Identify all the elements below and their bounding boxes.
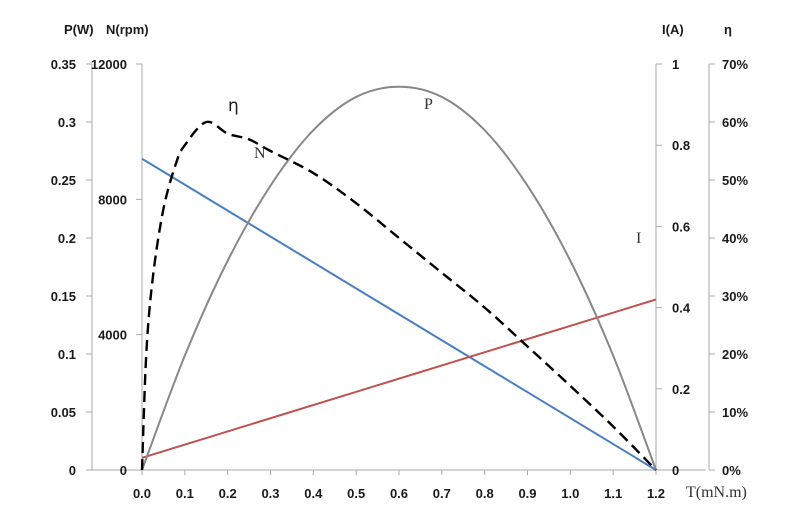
efficiency-axis-title: η (724, 22, 732, 37)
efficiency-tick-label: 40% (722, 231, 748, 246)
speed-axis-title: N(rpm) (106, 22, 149, 37)
power-axis-title: P(W) (64, 22, 94, 37)
current-tick-label: 1 (672, 57, 679, 72)
x-tick-label: 0.0 (133, 486, 151, 501)
power-tick-label: 0.1 (58, 347, 76, 362)
x-tick-label: 1.1 (604, 486, 622, 501)
power-line (141, 85, 657, 471)
power-tick-label: 0.3 (58, 115, 76, 130)
efficiency-tick-label: 10% (722, 405, 748, 420)
x-tick-label: 0.4 (304, 486, 323, 501)
power-tick-label: 0.25 (51, 173, 76, 188)
efficiency-tick-label: 50% (722, 173, 748, 188)
x-tick-label: 0.2 (219, 486, 237, 501)
efficiency-series-label: η (228, 96, 239, 116)
power-series-label: P (424, 96, 433, 113)
labels-layer: P(W) N(rpm) I(A) η T(mN.m) η N P I (64, 22, 747, 501)
series-layer (140, 85, 657, 471)
power-tick-label: 0.35 (51, 57, 76, 72)
current-tick-label: 0 (672, 463, 679, 478)
current-tick-label: 0.2 (672, 382, 690, 397)
speed-tick-label: 8000 (98, 192, 127, 207)
x-tick-label: 0.6 (390, 486, 408, 501)
efficiency-line (140, 120, 657, 471)
speed-line (141, 157, 657, 471)
current-line (141, 298, 657, 459)
speed-tick-label: 0 (120, 463, 127, 478)
current-axis-title: I(A) (662, 22, 684, 37)
axes-layer: 0.0 0.1 0.2 0.3 0.4 0.5 0.6 0.7 0.8 0.9 1.0 1.1 1.2 0… (51, 57, 749, 501)
efficiency-tick-label: 0% (722, 463, 741, 478)
x-tick-label: 0.3 (261, 486, 279, 501)
current-tick-label: 0.8 (672, 138, 690, 153)
power-tick-label: 0.05 (51, 405, 76, 420)
power-tick-label: 0.15 (51, 289, 76, 304)
power-tick-label: 0.2 (58, 231, 76, 246)
power-tick-label: 0 (69, 463, 76, 478)
x-tick-label: 0.5 (347, 486, 365, 501)
current-tick-label: 0.4 (672, 301, 691, 316)
x-tick-label: 0.8 (476, 486, 494, 501)
x-tick-label: 0.9 (518, 486, 536, 501)
current-tick-label: 0.6 (672, 219, 690, 234)
efficiency-tick-label: 30% (722, 289, 748, 304)
efficiency-tick-label: 70% (722, 57, 748, 72)
efficiency-tick-label: 20% (722, 347, 748, 362)
efficiency-tick-label: 60% (722, 115, 748, 130)
x-tick-label: 1.2 (647, 486, 665, 501)
speed-series-label: N (254, 145, 266, 162)
x-tick-label: 0.1 (176, 486, 194, 501)
x-tick-label: 1.0 (561, 486, 579, 501)
speed-tick-label: 4000 (98, 328, 127, 343)
x-axis-title: T(mN.m) (686, 484, 747, 501)
x-tick-label: 0.7 (433, 486, 451, 501)
speed-tick-label: 12000 (91, 57, 127, 72)
current-series-label: I (636, 230, 641, 247)
